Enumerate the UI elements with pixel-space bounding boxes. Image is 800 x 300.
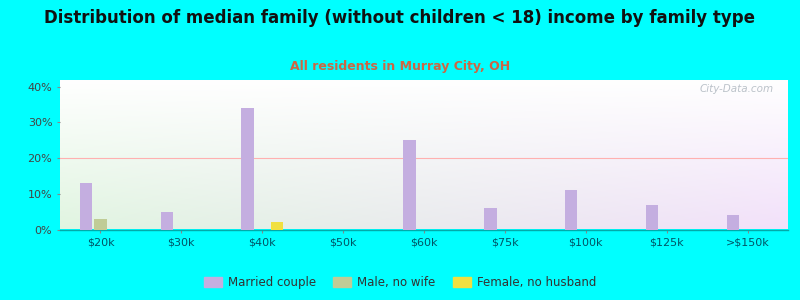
Bar bbox=[646, 205, 658, 230]
Bar bbox=[161, 212, 173, 230]
Text: All residents in Murray City, OH: All residents in Murray City, OH bbox=[290, 60, 510, 73]
Text: City-Data.com: City-Data.com bbox=[699, 84, 774, 94]
Bar bbox=[270, 222, 283, 230]
Bar bbox=[565, 190, 578, 230]
Bar bbox=[80, 183, 92, 230]
Text: Distribution of median family (without children < 18) income by family type: Distribution of median family (without c… bbox=[45, 9, 755, 27]
Bar bbox=[727, 215, 739, 230]
Legend: Married couple, Male, no wife, Female, no husband: Married couple, Male, no wife, Female, n… bbox=[199, 272, 601, 294]
Bar bbox=[403, 140, 416, 230]
Bar bbox=[484, 208, 497, 230]
Bar bbox=[242, 108, 254, 230]
Bar bbox=[94, 219, 106, 230]
